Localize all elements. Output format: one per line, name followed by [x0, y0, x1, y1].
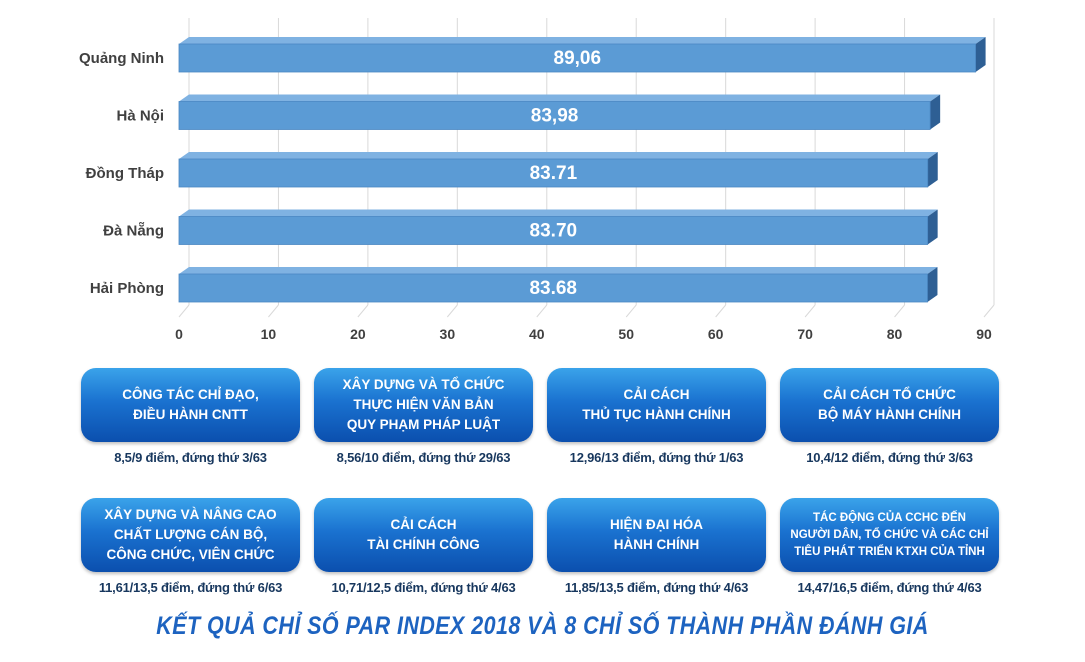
gridline-floor: [625, 304, 637, 318]
card-5: XÂY DỰNG VÀ NÂNG CAO CHẤT LƯỢNG CÁN BỘ, …: [81, 498, 300, 572]
card-4: CẢI CÁCH TỔ CHỨC BỘ MÁY HÀNH CHÍNH: [780, 368, 999, 442]
card-caption: 8,56/10 điểm, đứng thứ 29/63: [336, 450, 511, 465]
gridline-floor: [983, 304, 995, 318]
gridline-floor: [894, 304, 905, 318]
gridline-floor: [715, 304, 727, 318]
bar-end: [927, 152, 938, 187]
bar-value-label: 83.71: [530, 163, 578, 184]
bar-value-label: 89,06: [554, 48, 602, 69]
gridline-floor: [268, 304, 279, 318]
bar: [178, 216, 929, 245]
category-label: Đà Nẵng: [103, 223, 164, 240]
bar-value-label: 83.70: [530, 221, 578, 242]
bar: [178, 273, 928, 303]
bar-end: [927, 209, 938, 245]
gridline-floor: [804, 304, 816, 318]
card-title: XÂY DỰNG VÀ NÂNG CAO CHẤT LƯỢNG CÁN BỘ, …: [104, 507, 277, 562]
card-title: CẢI CÁCH TỔ CHỨC BỘ MÁY HÀNH CHÍNH: [817, 387, 961, 422]
bar: [178, 101, 931, 130]
card-caption: 12,96/13 điểm, đứng thứ 1/63: [569, 450, 744, 465]
chart-bars: [178, 37, 986, 303]
x-tick-label: 30: [440, 326, 456, 342]
x-tick-label: 90: [976, 326, 992, 342]
bar-top: [179, 209, 938, 217]
card-caption: 14,47/16,5 điểm, đứng thứ 4/63: [797, 580, 982, 595]
bar: [178, 43, 976, 73]
bar-end: [975, 37, 986, 72]
bar-top: [179, 94, 941, 102]
gridline-floor: [178, 304, 190, 318]
x-tick-label: 0: [175, 326, 183, 342]
x-tick-label: 60: [708, 326, 724, 342]
card-caption: 11,61/13,5 điểm, đứng thứ 6/63: [98, 580, 283, 595]
card-title: CÔNG TÁC CHỈ ĐẠO, ĐIỀU HÀNH CNTT: [122, 387, 259, 422]
bar-end: [927, 267, 938, 302]
card-1: CÔNG TÁC CHỈ ĐẠO, ĐIỀU HÀNH CNTT: [81, 368, 300, 442]
x-tick-label: 80: [887, 326, 903, 342]
category-label: Đồng Tháp: [86, 165, 164, 182]
bar: [178, 158, 929, 188]
x-tick-label: 40: [529, 326, 545, 342]
card-title: HIỆN ĐẠI HÓA HÀNH CHÍNH: [609, 517, 703, 552]
card-title: CẢI CÁCH TÀI CHÍNH CÔNG: [367, 517, 480, 552]
x-tick-label: 70: [797, 326, 813, 342]
card-7: HIỆN ĐẠI HÓA HÀNH CHÍNH: [547, 498, 766, 572]
x-tick-label: 50: [618, 326, 634, 342]
bar-value-label: 83,98: [531, 106, 579, 127]
card-3: CẢI CÁCH THỦ TỤC HÀNH CHÍNH: [547, 368, 766, 442]
gridline-floor: [357, 304, 369, 318]
card-title: TÁC ĐỘNG CỦA CCHC ĐẾN NGƯỜI DÂN, TỔ CHỨC…: [790, 511, 989, 558]
bar-top: [179, 37, 986, 44]
card-caption: 10,71/12,5 điểm, đứng thứ 4/63: [331, 580, 516, 595]
gridline-floor: [536, 304, 548, 318]
card-2: XÂY DỰNG VÀ TỔ CHỨC THỰC HIỆN VĂN BẢN QU…: [314, 368, 533, 442]
card-title: XÂY DỰNG VÀ TỔ CHỨC THỰC HIỆN VĂN BẢN QU…: [342, 377, 505, 432]
category-label: Hà Nội: [116, 108, 164, 125]
bar-top: [179, 152, 938, 159]
bar-chart: 0 10 20 30 40 50 60 70 80 90 89,06 Quảng Ninh 83,98 H…: [79, 18, 995, 342]
card-8: TÁC ĐỘNG CỦA CCHC ĐẾN NGƯỜI DÂN, TỔ CHỨC…: [780, 498, 999, 572]
x-tick-label: 20: [350, 326, 366, 342]
category-label: Hải Phòng: [90, 280, 164, 297]
x-tick-label: 10: [261, 326, 277, 342]
category-label: Quảng Ninh: [79, 50, 164, 67]
chart-labels: 0 10 20 30 40 50 60 70 80 90 89,06 Quảng Ninh 83,98 H…: [79, 48, 992, 342]
footer-title: KẾT QUẢ CHỈ SỐ PAR INDEX 2018 VÀ 8 CHỈ S…: [156, 612, 929, 640]
bar-end: [930, 94, 941, 130]
bar-top: [179, 267, 938, 274]
card-caption: 10,4/12 điểm, đứng thứ 3/63: [806, 450, 973, 465]
bar-value-label: 83.68: [529, 278, 577, 299]
card-title: CẢI CÁCH THỦ TỤC HÀNH CHÍNH: [582, 387, 731, 422]
gridline-floor: [446, 304, 458, 318]
card-caption: 8,5/9 điểm, đứng thứ 3/63: [114, 450, 267, 465]
card-caption: 11,85/13,5 điểm, đứng thứ 4/63: [564, 580, 749, 595]
card-6: CẢI CÁCH TÀI CHÍNH CÔNG: [314, 498, 533, 572]
